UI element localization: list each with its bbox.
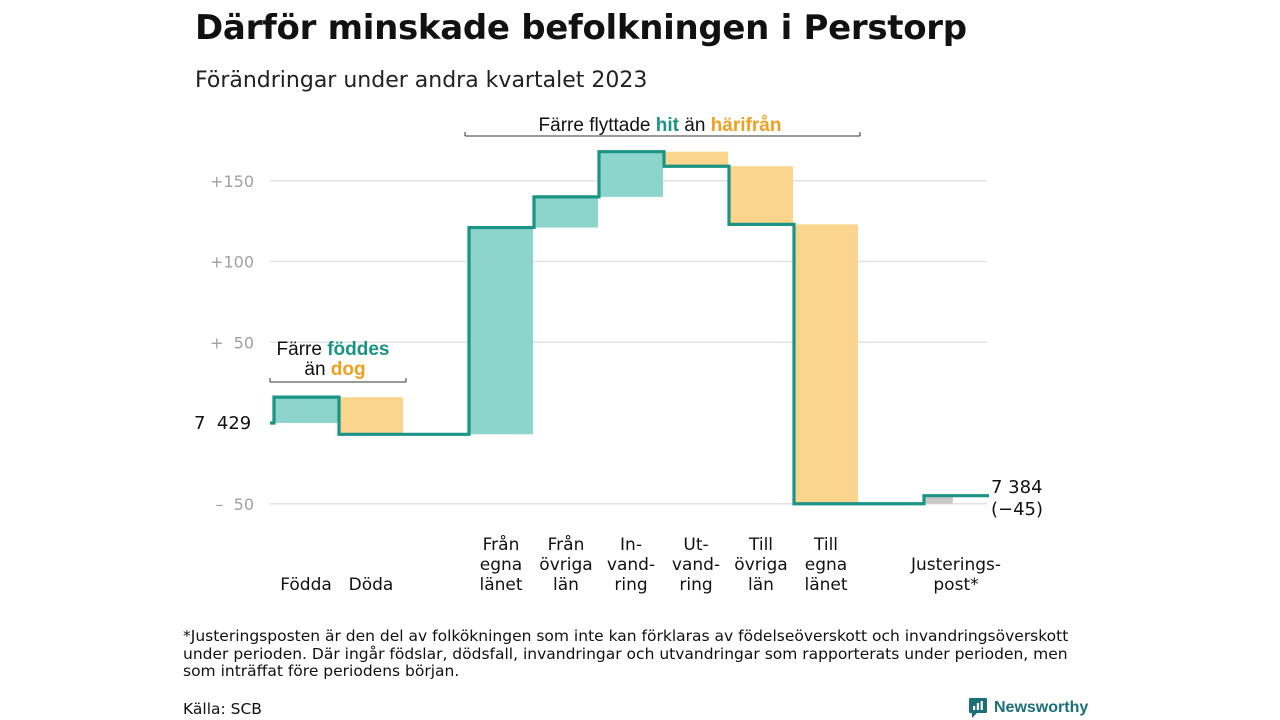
y-tick-label: +100 [210, 253, 254, 272]
footnote: *Justeringsposten är den del av folkökni… [183, 627, 1069, 680]
cumulative-step-line [270, 150, 989, 506]
migration-harifran-highlight: härifrån [711, 115, 782, 136]
births-annotation-line2: än dog [304, 359, 365, 380]
category-label: Justerings- [910, 555, 1001, 575]
migration-hit-highlight: hit [656, 115, 680, 136]
waterfall-bar [339, 397, 403, 435]
category-label: In- [620, 535, 642, 555]
end-change-label: (−45) [991, 499, 1043, 520]
source-label: Källa: SCB [183, 700, 262, 718]
category-label: Födda [280, 575, 332, 595]
category-label: egna [480, 555, 522, 575]
category-label: Döda [349, 575, 394, 595]
waterfall-bar [664, 151, 728, 167]
waterfall-bar [534, 196, 598, 228]
start-value-label: 7 429 [194, 413, 251, 434]
y-tick-label: +150 [210, 172, 254, 191]
category-label: Till [748, 535, 773, 555]
migration-annotation: Färre flyttade hit än härifrån [539, 115, 782, 136]
category-label: länet [479, 575, 522, 595]
newsworthy-logo-text: Newsworthy [994, 699, 1089, 716]
category-label: ring [679, 575, 712, 595]
waterfall-bar [924, 495, 953, 504]
end-value-label: 7 384 [991, 477, 1043, 498]
waterfall-bar [274, 397, 338, 423]
category-label: Till [813, 535, 838, 555]
category-label: post* [933, 575, 978, 595]
waterfall-bar [469, 227, 533, 435]
waterfall-bar [599, 151, 663, 197]
category-label: vand- [672, 555, 720, 575]
chart-title: Därför minskade befolkningen i Perstorp [195, 8, 967, 48]
category-label: Från [548, 534, 585, 555]
births-bracket [269, 378, 407, 383]
births-dog-highlight: dog [331, 359, 366, 380]
migration-bracket [464, 132, 861, 137]
waterfall-chart: +150+100+ 50– 50 Födda DödaFrånegnalänetF… [194, 115, 1043, 595]
category-label: övriga [734, 555, 787, 575]
category-label: Ut- [683, 535, 708, 555]
newsworthy-logo-icon [969, 698, 987, 718]
category-label: övriga [539, 555, 592, 575]
category-label: Från [483, 534, 520, 555]
category-label: länet [804, 575, 847, 595]
chart-subtitle: Förändringar under andra kvartalet 2023 [195, 68, 648, 93]
y-tick-label: – 50 [215, 495, 254, 514]
category-label: ring [614, 575, 647, 595]
newsworthy-logo: Newsworthy [968, 696, 1088, 720]
waterfall-bar [729, 166, 793, 225]
births-foddes-highlight: föddes [327, 339, 389, 360]
births-annotation-line1: Färre föddes [277, 339, 390, 360]
category-label: län [553, 575, 579, 595]
category-label: egna [805, 555, 847, 575]
category-label: län [748, 575, 774, 595]
category-label: vand- [607, 555, 655, 575]
waterfall-bar [794, 224, 858, 504]
y-tick-label: + 50 [210, 333, 254, 352]
